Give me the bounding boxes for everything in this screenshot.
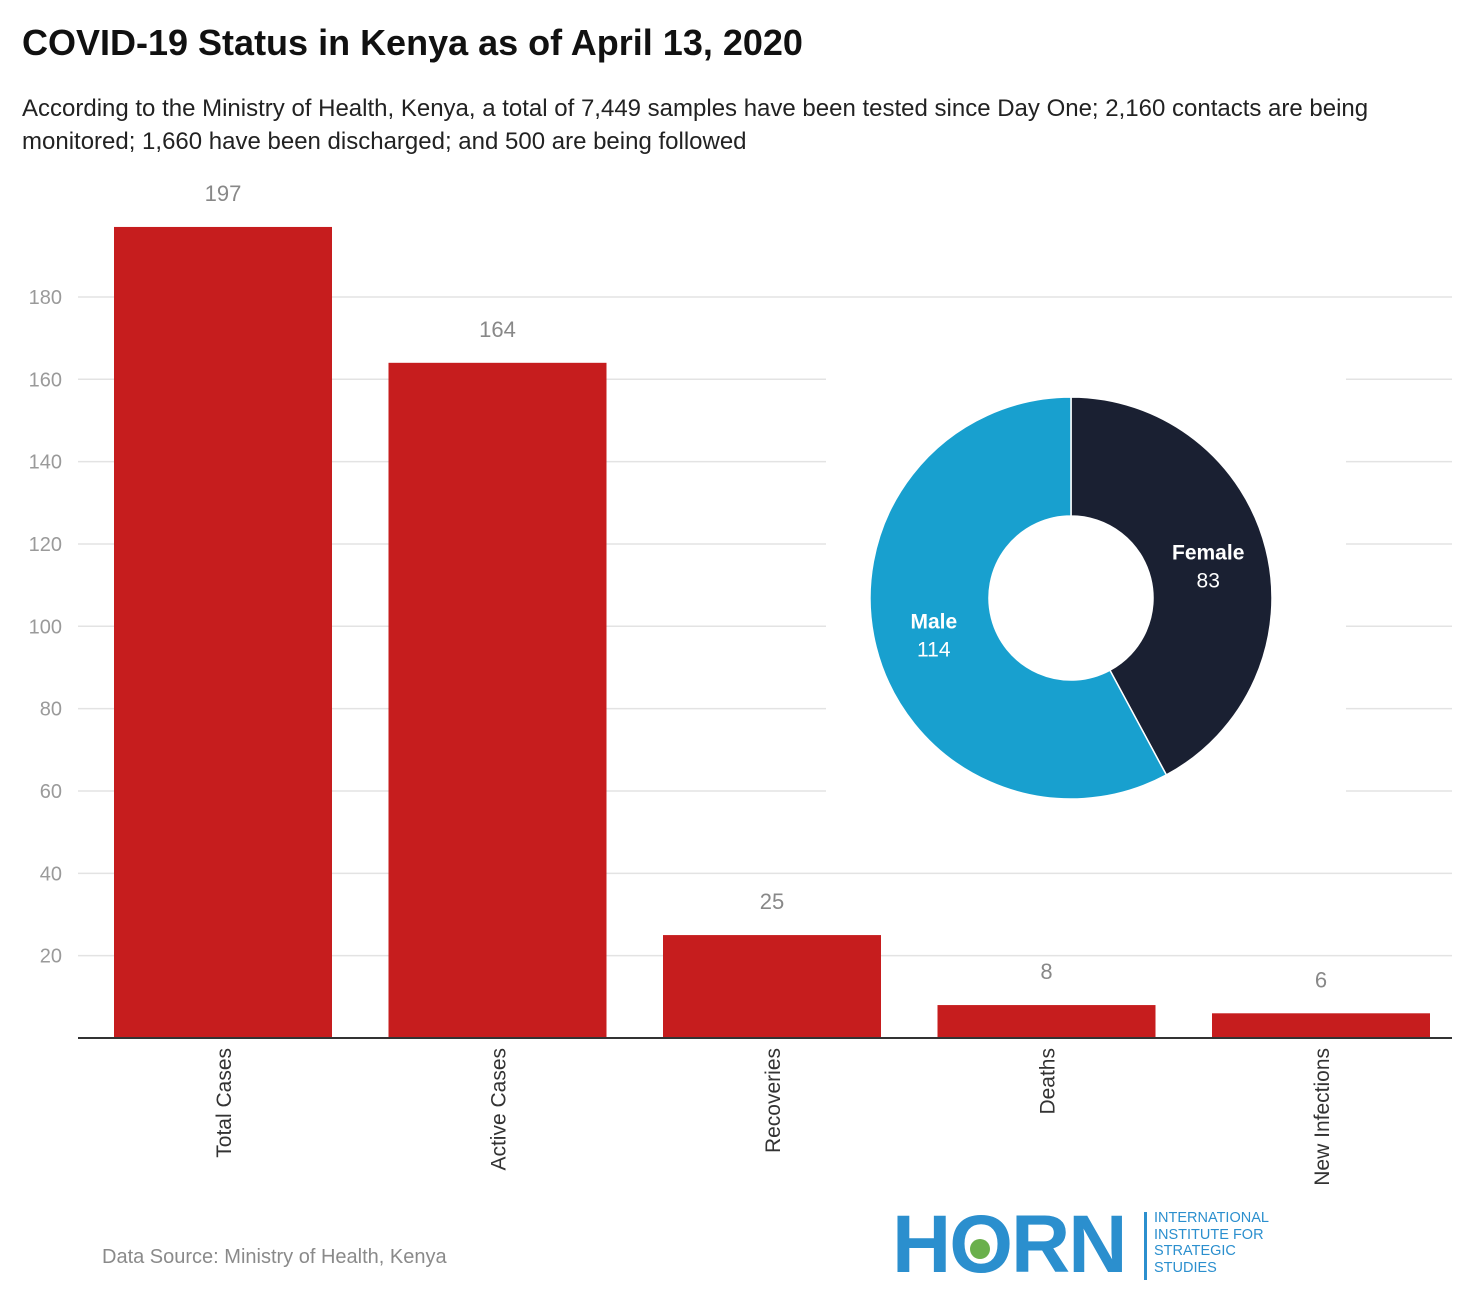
- logo-line-2: INSTITUTE FOR: [1154, 1226, 1264, 1243]
- bar-value-label: 164: [479, 317, 516, 342]
- logo-dot-icon: [970, 1238, 991, 1259]
- bar: [663, 935, 881, 1038]
- bar-value-label: 6: [1315, 967, 1327, 992]
- horn-logo: HORN INTERNATIONAL INSTITUTE FOR STRATEG…: [892, 1200, 1292, 1290]
- logo-letter: H: [892, 1199, 951, 1290]
- slice-value-label: 83: [1197, 569, 1220, 592]
- y-tick-label: 100: [29, 616, 62, 638]
- logo-line-3: STRATEGIC: [1154, 1243, 1236, 1259]
- y-tick-label: 160: [29, 369, 62, 391]
- bar-value-label: 197: [205, 181, 242, 206]
- slice-value-label: 114: [917, 639, 951, 662]
- bar-value-label: 8: [1040, 959, 1052, 984]
- donut-slice: [1070, 396, 1273, 776]
- logo-letter: N: [1068, 1199, 1127, 1290]
- data-source-note: Data Source: Ministry of Health, Kenya: [102, 1246, 447, 1268]
- bar: [114, 226, 332, 1039]
- slice-label: Male: [910, 611, 957, 634]
- y-tick-label: 180: [29, 287, 62, 309]
- y-tick-label: 80: [40, 699, 62, 721]
- logo-institute-name: INTERNATIONAL INSTITUTE FOR STRATEGIC ST…: [1154, 1210, 1269, 1276]
- bar: [388, 362, 607, 1038]
- bar: [1212, 1013, 1430, 1038]
- logo-wordmark: HORN: [892, 1199, 1127, 1290]
- donut-slice: [869, 396, 1168, 800]
- logo-letter: O: [949, 1199, 1013, 1290]
- logo-divider: [1144, 1212, 1147, 1280]
- slice-label: Female: [1172, 541, 1244, 564]
- logo-line-1: INTERNATIONAL: [1154, 1210, 1269, 1226]
- y-tick-label: 120: [29, 534, 62, 556]
- x-category-label: Total Cases: [213, 1048, 236, 1158]
- x-category-label: New Infections: [1311, 1048, 1334, 1186]
- x-category-label: Recoveries: [762, 1048, 785, 1153]
- x-category-label: Active Cases: [488, 1048, 511, 1171]
- donut-chart: [869, 396, 1273, 800]
- bar-value-label: 25: [760, 889, 784, 914]
- y-tick-label: 140: [29, 452, 62, 474]
- y-tick-label: 40: [40, 863, 62, 885]
- x-category-label: Deaths: [1037, 1048, 1060, 1115]
- logo-letter: R: [1011, 1199, 1070, 1290]
- y-tick-label: 20: [40, 946, 62, 968]
- bar: [937, 1005, 1156, 1038]
- chart-subtitle: According to the Ministry of Health, Ken…: [22, 95, 1369, 155]
- chart-title: COVID-19 Status in Kenya as of April 13,…: [22, 22, 803, 63]
- logo-line-4: STUDIES: [1154, 1259, 1217, 1276]
- y-tick-label: 60: [40, 781, 62, 803]
